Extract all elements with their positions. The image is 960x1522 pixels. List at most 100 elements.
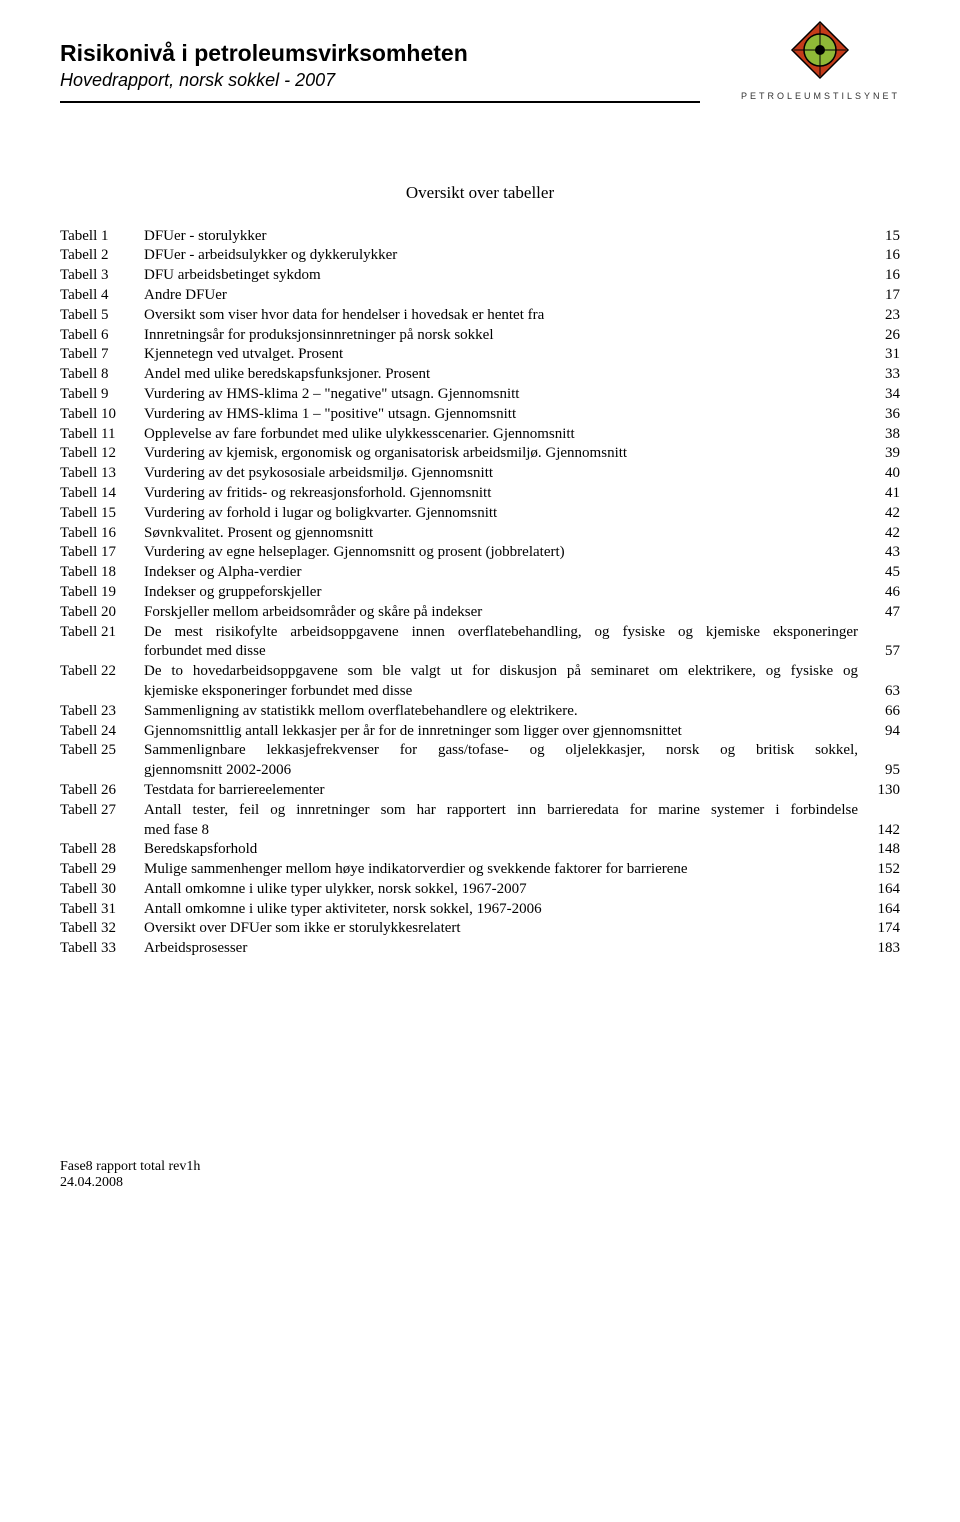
toc-description: Vurdering av det psykososiale arbeidsmil… bbox=[144, 464, 864, 484]
toc-entry: Tabell 6Innretningsår for produksjonsinn… bbox=[60, 326, 900, 346]
toc-description: gjennomsnitt 2002-2006 bbox=[144, 761, 864, 781]
toc-entry: Tabell 9Vurdering av HMS-klima 2 – "nega… bbox=[60, 385, 900, 405]
toc-page: 33 bbox=[864, 365, 900, 385]
toc-label: Tabell 23 bbox=[60, 702, 144, 722]
toc-entry: Tabell 13Vurdering av det psykososiale a… bbox=[60, 464, 900, 484]
toc-label: Tabell 13 bbox=[60, 464, 144, 484]
toc-page: 34 bbox=[864, 385, 900, 405]
toc-page: 31 bbox=[864, 345, 900, 365]
toc-description: Kjennetegn ved utvalget. Prosent bbox=[144, 345, 864, 365]
toc-page: 46 bbox=[864, 583, 900, 603]
toc-label: Tabell 3 bbox=[60, 266, 144, 286]
toc-entry: Tabell 18Indekser og Alpha-verdier45 bbox=[60, 563, 900, 583]
toc-description: Innretningsår for produksjonsinnretninge… bbox=[144, 326, 864, 346]
toc-description: Gjennomsnittlig antall lekkasjer per år … bbox=[144, 722, 864, 742]
toc-page: 39 bbox=[864, 444, 900, 464]
toc-description: Beredskapsforhold bbox=[144, 840, 864, 860]
toc-page: 40 bbox=[864, 464, 900, 484]
toc-label: Tabell 2 bbox=[60, 246, 144, 266]
toc-entry: Tabell 14Vurdering av fritids- og rekrea… bbox=[60, 484, 900, 504]
toc-label: Tabell 9 bbox=[60, 385, 144, 405]
toc-entry: Tabell 5Oversikt som viser hvor data for… bbox=[60, 306, 900, 326]
toc-label: Tabell 25 bbox=[60, 741, 144, 761]
org-logo-block: PETROLEUMSTILSYNET bbox=[741, 20, 900, 101]
header-rule bbox=[60, 101, 700, 103]
toc-entry: Tabell 32Oversikt over DFUer som ikke er… bbox=[60, 919, 900, 939]
toc-description: Oversikt som viser hvor data for hendels… bbox=[144, 306, 864, 326]
toc-description: Vurdering av HMS-klima 2 – "negative" ut… bbox=[144, 385, 864, 405]
toc-page: 45 bbox=[864, 563, 900, 583]
toc-entry: Tabell 30Antall omkomne i ulike typer ul… bbox=[60, 880, 900, 900]
toc-label: Tabell 12 bbox=[60, 444, 144, 464]
toc-entry: Tabell 1DFUer - storulykker15 bbox=[60, 227, 900, 247]
toc-entry: Tabell 7Kjennetegn ved utvalget. Prosent… bbox=[60, 345, 900, 365]
toc-description: Vurdering av HMS-klima 1 – "positive" ut… bbox=[144, 405, 864, 425]
toc-description: Antall tester, feil og innretninger som … bbox=[144, 801, 864, 821]
toc-label: Tabell 32 bbox=[60, 919, 144, 939]
toc-page: 152 bbox=[864, 860, 900, 880]
toc-description: Indekser og gruppeforskjeller bbox=[144, 583, 864, 603]
toc-entry: Tabell 20Forskjeller mellom arbeidsområd… bbox=[60, 603, 900, 623]
toc-description: Sammenlignbare lekkasjefrekvenser for ga… bbox=[144, 741, 864, 761]
toc-entry: Tabell 19Indekser og gruppeforskjeller46 bbox=[60, 583, 900, 603]
toc-entry: Tabell 8Andel med ulike beredskapsfunksj… bbox=[60, 365, 900, 385]
toc-description: Antall omkomne i ulike typer aktiviteter… bbox=[144, 900, 864, 920]
toc-entry: Tabell 33Arbeidsprosesser183 bbox=[60, 939, 900, 959]
toc-description: Andre DFUer bbox=[144, 286, 864, 306]
toc-page: 164 bbox=[864, 880, 900, 900]
toc-page: 63 bbox=[864, 682, 900, 702]
toc-label: Tabell 27 bbox=[60, 801, 144, 821]
toc-page: 148 bbox=[864, 840, 900, 860]
toc-label: Tabell 16 bbox=[60, 524, 144, 544]
toc-description: DFU arbeidsbetinget sykdom bbox=[144, 266, 864, 286]
toc-description: med fase 8 bbox=[144, 821, 864, 841]
toc-label: Tabell 33 bbox=[60, 939, 144, 959]
page-header: Risikonivå i petroleumsvirksomheten Hove… bbox=[60, 40, 900, 91]
toc-label: Tabell 19 bbox=[60, 583, 144, 603]
toc-page: 38 bbox=[864, 425, 900, 445]
toc-page: 36 bbox=[864, 405, 900, 425]
toc-label: Tabell 6 bbox=[60, 326, 144, 346]
toc-description: Vurdering av kjemisk, ergonomisk og orga… bbox=[144, 444, 864, 464]
title-block: Risikonivå i petroleumsvirksomheten Hove… bbox=[60, 40, 468, 91]
toc-entry: Tabell 15Vurdering av forhold i lugar og… bbox=[60, 504, 900, 524]
toc-entry: Tabell 12Vurdering av kjemisk, ergonomis… bbox=[60, 444, 900, 464]
toc-entry: Tabell 23Sammenligning av statistikk mel… bbox=[60, 702, 900, 722]
org-name: PETROLEUMSTILSYNET bbox=[741, 91, 900, 101]
toc-page: 26 bbox=[864, 326, 900, 346]
toc-label: Tabell 28 bbox=[60, 840, 144, 860]
toc-label: Tabell 1 bbox=[60, 227, 144, 247]
toc-page: 142 bbox=[864, 821, 900, 841]
toc-page: 23 bbox=[864, 306, 900, 326]
toc-label: Tabell 29 bbox=[60, 860, 144, 880]
toc-label: Tabell 7 bbox=[60, 345, 144, 365]
toc-page: 42 bbox=[864, 524, 900, 544]
toc-page: 174 bbox=[864, 919, 900, 939]
toc-entry: Tabell 16Søvnkvalitet. Prosent og gjenno… bbox=[60, 524, 900, 544]
toc-page: 15 bbox=[864, 227, 900, 247]
toc-description: De to hovedarbeidsoppgavene som ble valg… bbox=[144, 662, 864, 682]
toc-label: Tabell 30 bbox=[60, 880, 144, 900]
toc-label: Tabell 5 bbox=[60, 306, 144, 326]
toc-page: 164 bbox=[864, 900, 900, 920]
toc-page: 16 bbox=[864, 266, 900, 286]
toc-label: Tabell 10 bbox=[60, 405, 144, 425]
toc-label: Tabell 24 bbox=[60, 722, 144, 742]
toc-description: Testdata for barriereelementer bbox=[144, 781, 864, 801]
toc-entry: Tabell 24Gjennomsnittlig antall lekkasje… bbox=[60, 722, 900, 742]
toc-entry: Tabell 3DFU arbeidsbetinget sykdom16 bbox=[60, 266, 900, 286]
toc-description: Arbeidsprosesser bbox=[144, 939, 864, 959]
org-logo-icon bbox=[790, 20, 850, 80]
page-footer: Fase8 rapport total rev1h 24.04.2008 bbox=[60, 1159, 900, 1191]
toc-page: 41 bbox=[864, 484, 900, 504]
toc-entry: Tabell 10Vurdering av HMS-klima 1 – "pos… bbox=[60, 405, 900, 425]
toc-description: Vurdering av forhold i lugar og boligkva… bbox=[144, 504, 864, 524]
toc-entry: Tabell 28Beredskapsforhold148 bbox=[60, 840, 900, 860]
toc-description: Oversikt over DFUer som ikke er storulyk… bbox=[144, 919, 864, 939]
toc-entry: Tabell 17Vurdering av egne helseplager. … bbox=[60, 543, 900, 563]
toc-page: 43 bbox=[864, 543, 900, 563]
toc-page: 16 bbox=[864, 246, 900, 266]
toc-description: forbundet med disse bbox=[144, 642, 864, 662]
toc-description: kjemiske eksponeringer forbundet med dis… bbox=[144, 682, 864, 702]
toc-label: Tabell 18 bbox=[60, 563, 144, 583]
